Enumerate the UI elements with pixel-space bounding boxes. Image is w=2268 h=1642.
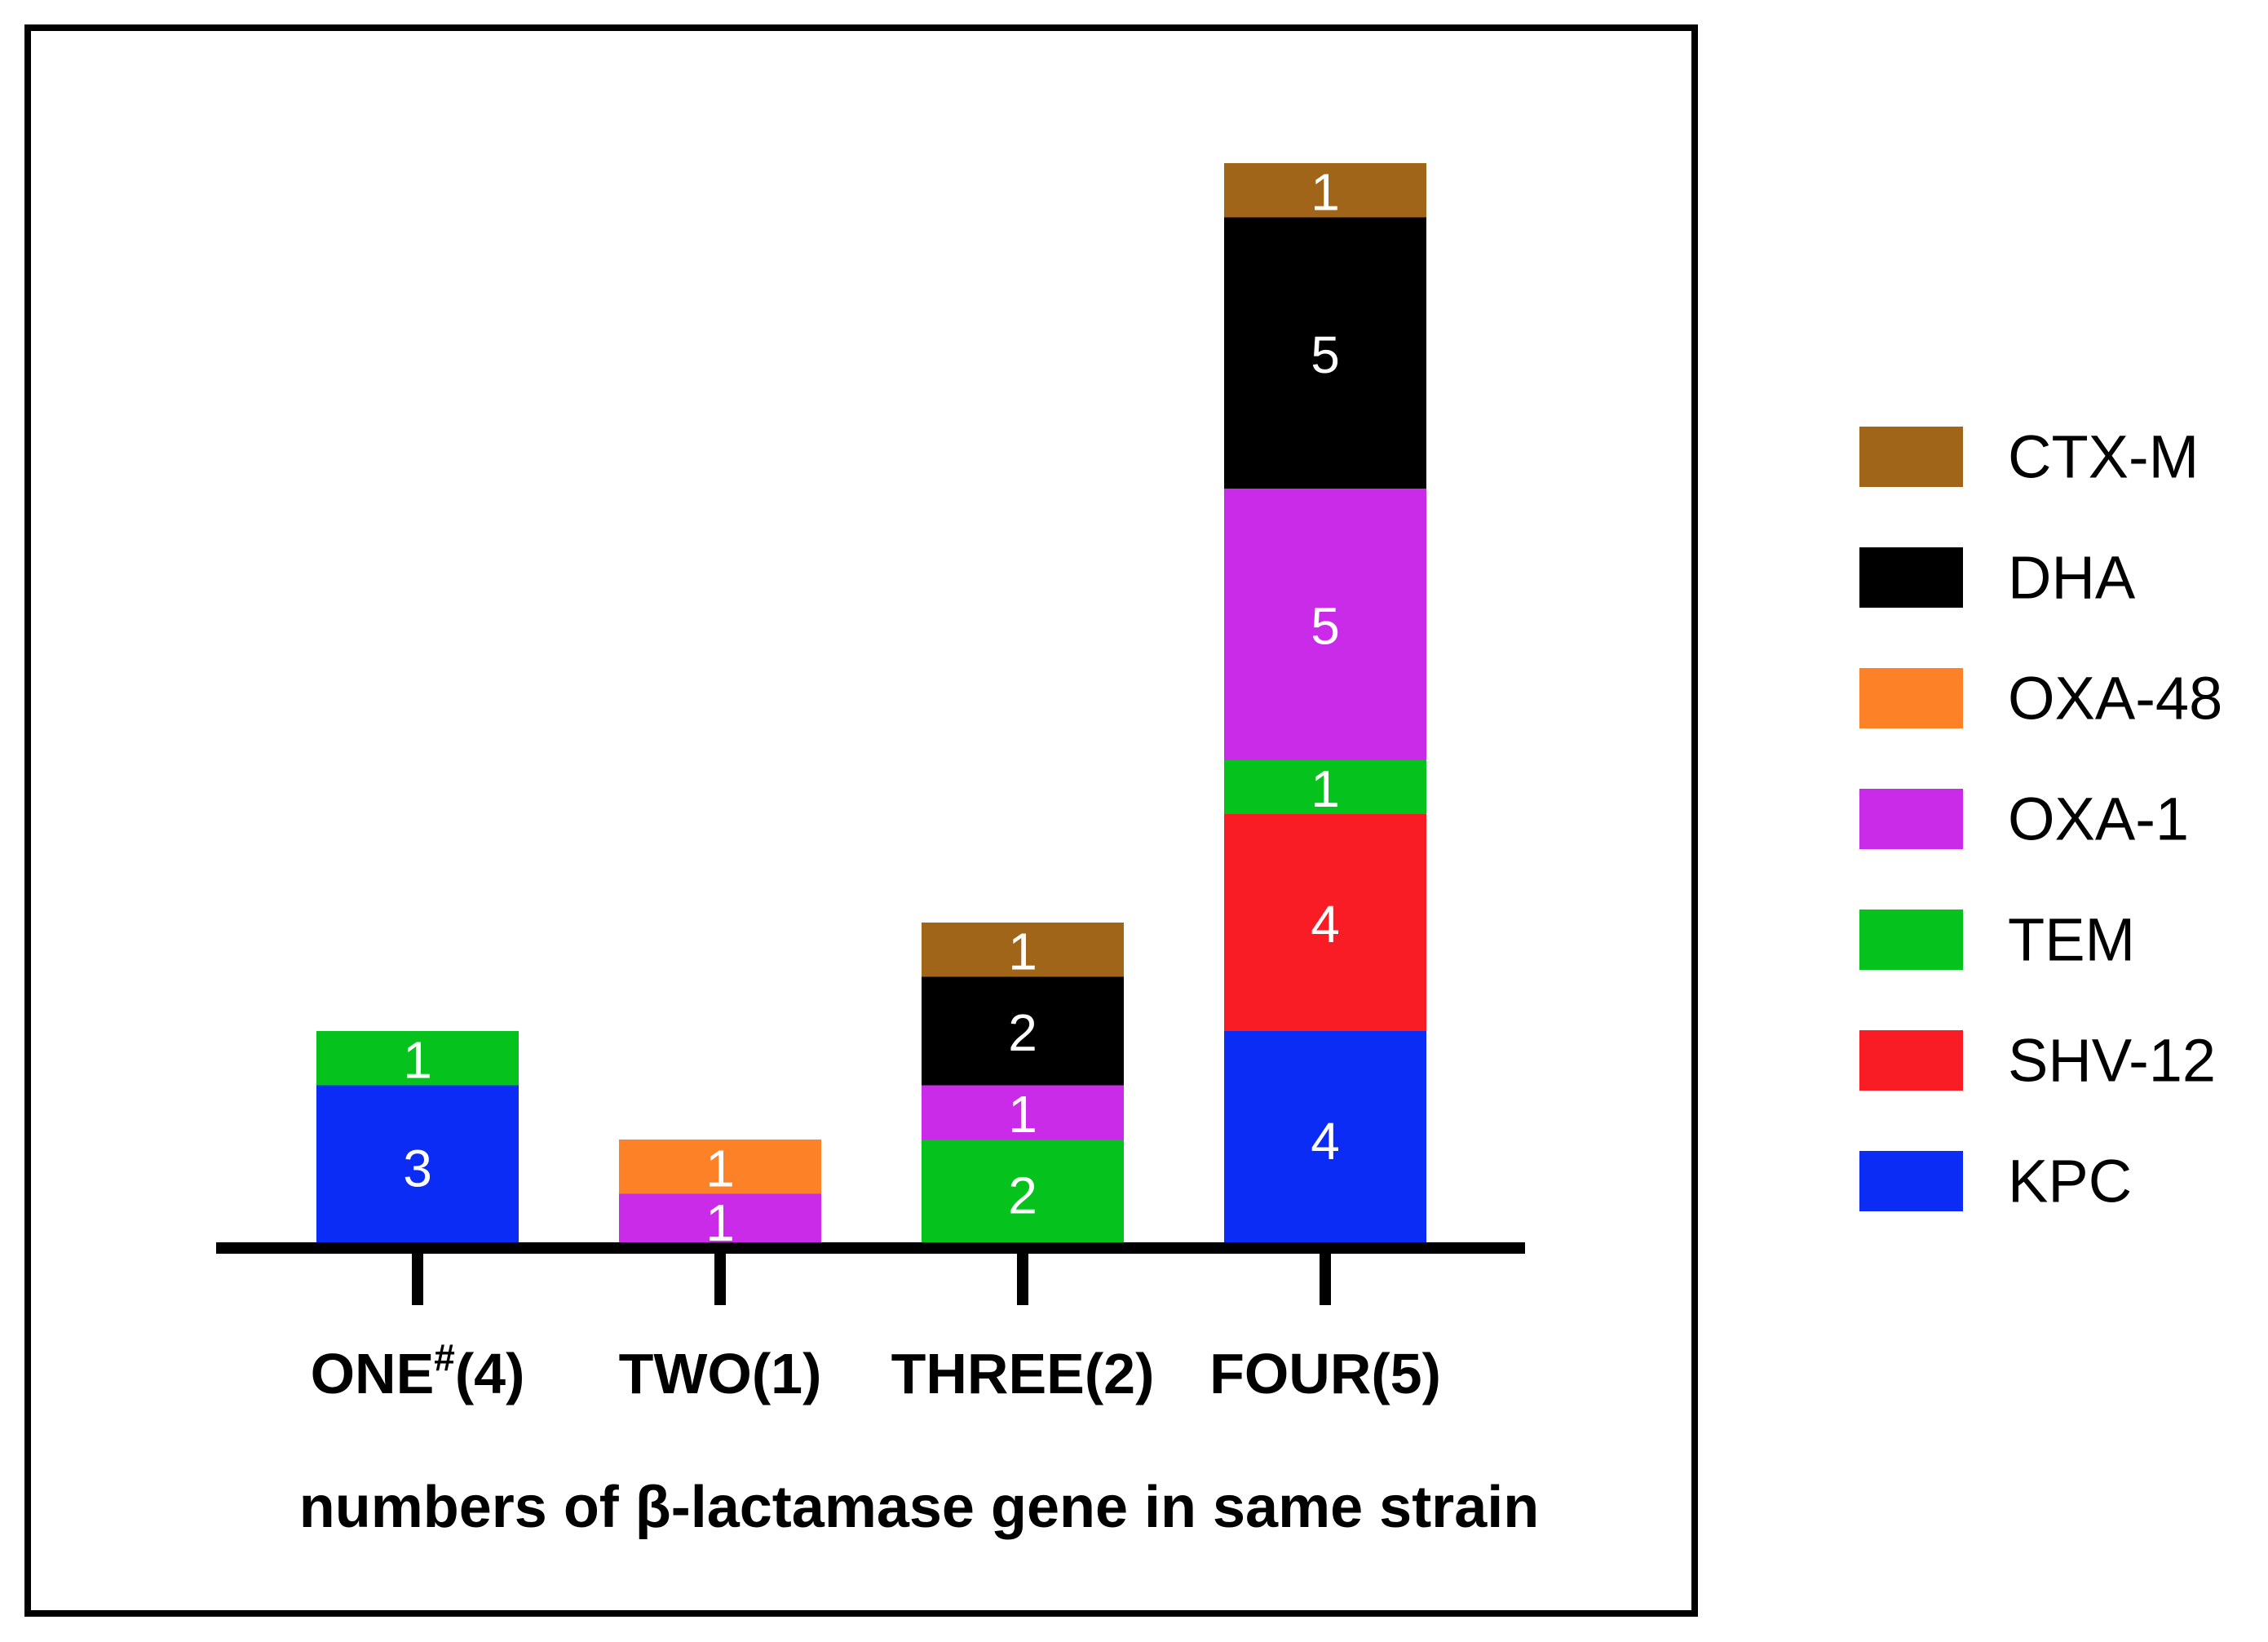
x-tick-label-three: THREE(2) — [891, 1342, 1155, 1405]
bar-two-oxa-48 — [619, 1140, 821, 1194]
data-label-two-oxa-48: 1 — [705, 1139, 735, 1197]
bar-one-kpc — [316, 1085, 519, 1248]
x-axis-title: numbers of β-lactamase gene in same stra… — [299, 1475, 1539, 1540]
bar-two-oxa-1 — [619, 1193, 821, 1248]
data-label-four-dha: 5 — [1311, 325, 1340, 384]
legend-label-shv-12: SHV-12 — [2008, 1027, 2216, 1095]
bar-four-oxa-1 — [1224, 489, 1426, 760]
legend-swatch-ctx-m — [1859, 427, 1963, 487]
data-label-four-kpc: 4 — [1311, 1112, 1340, 1171]
legend-swatch-shv-12 — [1859, 1030, 1963, 1091]
data-label-three-dha: 2 — [1008, 1003, 1037, 1062]
legend-label-tem: TEM — [2008, 906, 2135, 974]
legend-swatch-tem — [1859, 910, 1963, 970]
legend-label-oxa-48: OXA-48 — [2008, 665, 2222, 732]
data-label-four-ctx-m: 1 — [1311, 162, 1340, 221]
bar-four-ctx-m — [1224, 163, 1426, 218]
legend-label-ctx-m: CTX-M — [2008, 423, 2199, 491]
bar-one-tem — [316, 1031, 519, 1086]
bar-four-dha — [1224, 217, 1426, 489]
bar-four-kpc — [1224, 1031, 1426, 1248]
data-label-three-tem: 2 — [1008, 1166, 1037, 1225]
legend-swatch-kpc — [1859, 1151, 1963, 1211]
bar-three-ctx-m — [922, 923, 1124, 977]
x-tick-label-one: ONE#(4) — [311, 1336, 525, 1405]
legend-swatch-oxa-1 — [1859, 789, 1963, 849]
data-label-one-tem: 1 — [403, 1030, 432, 1089]
legend-label-oxa-1: OXA-1 — [2008, 786, 2189, 853]
legend-label-kpc: KPC — [2008, 1148, 2132, 1215]
data-label-three-oxa-1: 1 — [1008, 1085, 1037, 1144]
bar-four-tem — [1224, 759, 1426, 814]
bar-three-oxa-1 — [922, 1085, 1124, 1140]
bar-three-dha — [922, 976, 1124, 1086]
bar-four-shv-12 — [1224, 814, 1426, 1031]
legend-label-dha: DHA — [2008, 544, 2136, 612]
legend-swatch-oxa-48 — [1859, 668, 1963, 728]
chart-frame — [24, 24, 1698, 1617]
data-label-four-tem: 1 — [1311, 759, 1340, 818]
legend: CTX-M DHA OXA-48 OXA-1 TEM SHV-12 KPC — [1859, 423, 2222, 1215]
data-label-four-oxa-1: 5 — [1311, 596, 1340, 655]
ticks-layer: ONE#(4) TWO(1) THREE(2) FOUR(5) — [311, 1248, 1441, 1405]
data-label-three-ctx-m: 1 — [1008, 922, 1037, 980]
bar-three-tem — [922, 1140, 1124, 1248]
x-tick-label-two: TWO(1) — [619, 1342, 822, 1405]
x-tick-label-four: FOUR(5) — [1209, 1342, 1441, 1405]
data-label-four-shv-12: 4 — [1311, 895, 1340, 954]
legend-swatch-dha — [1859, 547, 1963, 608]
data-label-two-oxa-1: 1 — [705, 1193, 735, 1252]
data-label-one-kpc: 3 — [403, 1139, 432, 1197]
